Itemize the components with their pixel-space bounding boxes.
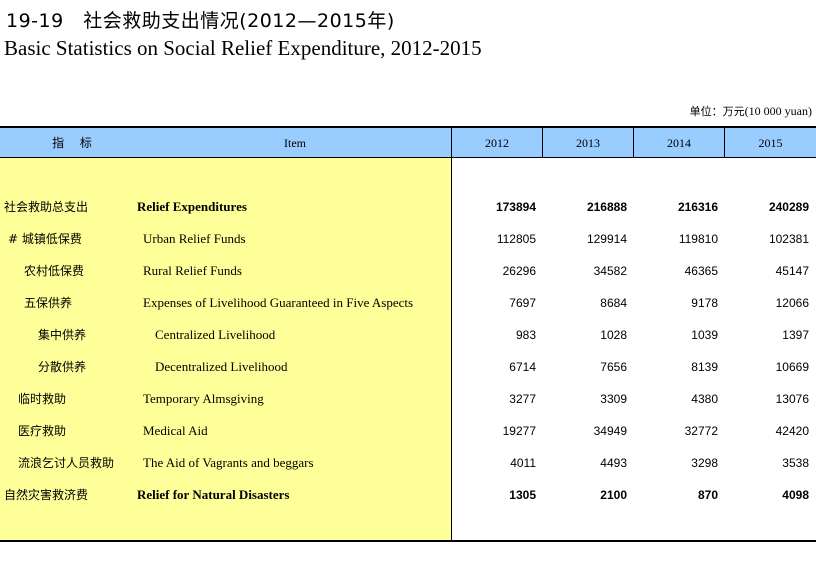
row-label-cn: 医疗救助 [18, 424, 67, 438]
cell-2014: 870 [697, 488, 718, 502]
cell-2015: 4098 [782, 488, 809, 502]
cell-2013: 34949 [593, 424, 627, 438]
row-label-cn: 自然灾害救济费 [4, 488, 89, 502]
unit-cn: 单位：万元 [689, 105, 745, 118]
cell-2014: 119810 [678, 232, 718, 246]
column-divider [542, 128, 543, 158]
statistics-table: 指 标 Item 2012 2013 2014 2015 社会救助总支出 Rel… [0, 126, 816, 543]
table-row: 社会救助总支出 Relief Expenditures 173894 21688… [0, 197, 816, 217]
page-title-en: Basic Statistics on Social Relief Expend… [4, 36, 482, 60]
cell-2012: 7697 [509, 296, 536, 310]
row-label-cn: 分散供养 [38, 360, 87, 374]
row-label-cn: 集中供养 [38, 328, 87, 342]
cell-2015: 42420 [775, 424, 809, 438]
table-row: 临时救助 Temporary Almsgiving 3277 3309 4380… [0, 389, 816, 409]
cell-2012: 112805 [496, 232, 536, 246]
row-label-en: Rural Relief Funds [143, 263, 242, 278]
table-row: 五保供养 Expenses of Livelihood Guaranteed i… [0, 293, 816, 313]
cell-2013: 1028 [600, 328, 627, 342]
header-item: Item [284, 136, 306, 150]
row-label-en: Temporary Almsgiving [143, 391, 264, 406]
table-row: 自然灾害救济费 Relief for Natural Disasters 130… [0, 485, 816, 505]
row-label-en: Centralized Livelihood [155, 327, 276, 342]
cell-2012: 3277 [509, 392, 536, 406]
row-label-cn: # 城镇低保费 [8, 232, 82, 246]
cell-2012: 4011 [510, 456, 536, 470]
row-label-cn: 流浪乞讨人员救助 [18, 456, 115, 470]
column-divider [633, 128, 634, 158]
label-column-background [0, 128, 451, 540]
cell-2012: 26296 [502, 264, 536, 278]
cell-2013: 7656 [600, 360, 627, 374]
cell-2012: 6714 [509, 360, 536, 374]
row-label-en: Medical Aid [143, 423, 208, 438]
unit-en: (10 000 yuan) [744, 104, 812, 118]
cell-2012: 1305 [509, 488, 536, 502]
table-row: 农村低保费 Rural Relief Funds 26296 34582 463… [0, 261, 816, 281]
cell-2014: 46365 [684, 264, 718, 278]
cell-2015: 13076 [775, 392, 809, 406]
header-bg-years [452, 128, 816, 158]
cell-2015: 12066 [775, 296, 809, 310]
table-top-rule [0, 126, 816, 128]
table-bottom-rule [0, 540, 816, 542]
cell-2014: 32772 [684, 424, 718, 438]
page-title-cn: 19-19 社会救助支出情况(2012—2015年) [6, 10, 395, 32]
table-row: 医疗救助 Medical Aid 19277 34949 32772 42420 [0, 421, 816, 441]
table-row: 分散供养 Decentralized Livelihood 6714 7656 … [0, 357, 816, 377]
table-row: 流浪乞讨人员救助 The Aid of Vagrants and beggars… [0, 453, 816, 473]
row-label-cn: 社会救助总支出 [4, 200, 89, 214]
cell-2013: 4493 [600, 456, 627, 470]
row-label-en: Relief for Natural Disasters [137, 487, 290, 502]
header-year-2015: 2015 [758, 136, 783, 150]
header-indicator: 指 标 [52, 136, 98, 150]
cell-2014: 3298 [691, 456, 718, 470]
cell-2012: 19277 [502, 424, 536, 438]
cell-2015: 102381 [768, 232, 809, 246]
row-label-en: Decentralized Livelihood [155, 359, 288, 374]
column-divider [451, 128, 452, 540]
row-label-cn: 农村低保费 [24, 264, 85, 278]
cell-2015: 1397 [782, 328, 809, 342]
header-year-2012: 2012 [485, 136, 509, 150]
cell-2012: 173894 [495, 200, 536, 214]
cell-2013: 2100 [600, 488, 627, 502]
header-year-2014: 2014 [667, 136, 691, 150]
row-label-cn: 临时救助 [18, 392, 67, 406]
cell-2015: 240289 [768, 200, 809, 214]
table-row: 集中供养 Centralized Livelihood 983 1028 103… [0, 325, 816, 345]
table-row: # 城镇低保费 Urban Relief Funds 112805 129914… [0, 229, 816, 249]
column-divider [724, 128, 725, 158]
row-label-cn: 五保供养 [24, 296, 73, 310]
cell-2013: 34582 [593, 264, 627, 278]
row-label-en: Urban Relief Funds [143, 231, 246, 246]
cell-2014: 216316 [677, 200, 718, 214]
cell-2014: 1039 [691, 328, 718, 342]
row-label-en: Relief Expenditures [137, 199, 247, 214]
cell-2012: 983 [515, 328, 536, 342]
cell-2014: 8139 [691, 360, 718, 374]
row-label-en: The Aid of Vagrants and beggars [143, 455, 314, 470]
cell-2013: 216888 [586, 200, 627, 214]
cell-2015: 45147 [775, 264, 809, 278]
cell-2014: 4380 [691, 392, 718, 406]
unit-note: 单位：万元(10 000 yuan) [690, 103, 812, 119]
cell-2014: 9178 [691, 296, 718, 310]
cell-2013: 3309 [600, 392, 627, 406]
cell-2013: 8684 [600, 296, 627, 310]
header-bg-labels [0, 128, 451, 158]
cell-2015: 3538 [782, 456, 809, 470]
cell-2013: 129914 [586, 232, 627, 246]
header-year-2013: 2013 [576, 136, 600, 150]
cell-2015: 10669 [775, 360, 809, 374]
row-label-en: Expenses of Livelihood Guaranteed in Fiv… [143, 295, 414, 310]
